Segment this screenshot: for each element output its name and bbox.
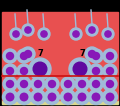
Circle shape (105, 31, 111, 37)
Circle shape (17, 77, 31, 91)
Circle shape (75, 77, 89, 91)
Circle shape (45, 77, 59, 91)
Circle shape (29, 58, 51, 80)
Circle shape (93, 68, 99, 75)
Circle shape (3, 49, 17, 63)
Circle shape (73, 31, 79, 37)
Bar (2, 12, 118, 100)
Circle shape (20, 93, 28, 101)
Circle shape (17, 89, 31, 105)
Ellipse shape (29, 20, 51, 82)
Ellipse shape (71, 20, 93, 82)
Circle shape (3, 89, 18, 105)
Circle shape (21, 47, 35, 61)
Circle shape (102, 28, 114, 40)
Circle shape (107, 68, 114, 75)
Circle shape (103, 77, 117, 91)
Circle shape (6, 52, 13, 59)
Circle shape (25, 27, 31, 33)
Text: 7: 7 (79, 49, 85, 57)
Circle shape (3, 77, 17, 91)
Circle shape (6, 68, 13, 75)
Circle shape (69, 58, 91, 80)
Circle shape (78, 93, 86, 101)
Circle shape (34, 93, 42, 101)
Circle shape (21, 52, 27, 59)
Circle shape (73, 62, 87, 76)
Circle shape (17, 49, 31, 63)
Circle shape (13, 31, 19, 37)
Circle shape (45, 89, 60, 105)
Circle shape (41, 31, 47, 37)
Circle shape (89, 49, 103, 63)
Circle shape (103, 64, 117, 78)
Circle shape (48, 93, 56, 101)
Circle shape (92, 93, 100, 101)
Circle shape (21, 80, 27, 87)
Bar (2, 100, 118, 104)
Circle shape (89, 50, 96, 57)
Circle shape (86, 24, 98, 36)
Circle shape (89, 89, 103, 105)
Circle shape (107, 52, 114, 59)
Circle shape (33, 62, 47, 76)
Circle shape (48, 80, 55, 87)
Circle shape (10, 28, 22, 40)
Circle shape (35, 80, 42, 87)
Text: 7: 7 (37, 49, 43, 57)
Circle shape (60, 89, 75, 105)
Circle shape (30, 89, 45, 105)
Circle shape (65, 80, 72, 87)
Circle shape (75, 89, 90, 105)
Circle shape (93, 80, 99, 87)
Circle shape (70, 28, 82, 40)
Circle shape (106, 93, 114, 101)
Circle shape (107, 80, 114, 87)
Circle shape (6, 80, 13, 87)
Circle shape (78, 80, 85, 87)
Circle shape (89, 27, 95, 33)
Circle shape (102, 89, 117, 105)
Circle shape (85, 47, 99, 61)
Circle shape (22, 24, 34, 36)
Circle shape (6, 93, 14, 101)
Circle shape (89, 64, 103, 78)
Circle shape (17, 64, 31, 78)
Circle shape (31, 77, 45, 91)
Circle shape (64, 93, 72, 101)
Circle shape (93, 52, 99, 59)
Circle shape (21, 68, 27, 75)
Circle shape (38, 28, 50, 40)
Circle shape (24, 50, 31, 57)
Circle shape (3, 64, 17, 78)
Circle shape (89, 77, 103, 91)
Circle shape (103, 49, 117, 63)
Circle shape (61, 77, 75, 91)
